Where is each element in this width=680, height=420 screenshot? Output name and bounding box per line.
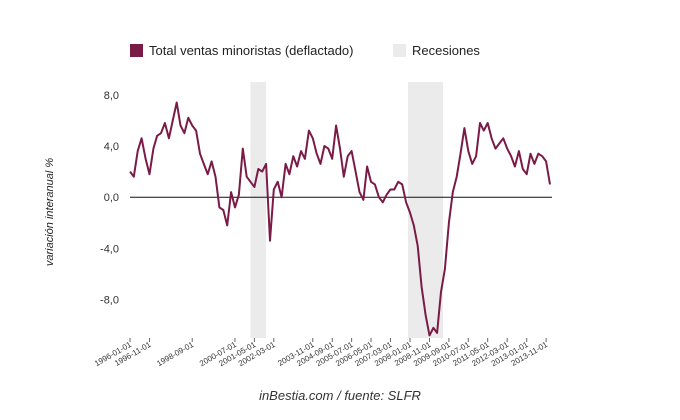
legend: Total ventas minoristas (deflactado) Rec… [130, 43, 480, 58]
source-note: inBestia.com / fuente: SLFR [259, 388, 421, 403]
recession-bands [250, 82, 444, 338]
y-axis: 8,0 4,0 0,0 -4,0 -8,0 [100, 90, 119, 307]
y-tick-label: -8,0 [100, 295, 119, 307]
recession-band-2 [408, 82, 444, 338]
x-tick-label: 1998-09-01 [155, 340, 195, 369]
legend-series-label: Total ventas minoristas (deflactado) [149, 43, 353, 58]
y-axis-label: variación interanual % [44, 158, 56, 266]
legend-recession-label: Recesiones [412, 43, 480, 58]
legend-recession-swatch [393, 44, 406, 57]
series-lines [129, 101, 551, 337]
y-tick-label: 8,0 [104, 90, 119, 102]
recession-band-1 [250, 82, 267, 338]
y-tick-label: 4,0 [104, 141, 119, 153]
legend-series-swatch [130, 44, 143, 57]
y-tick-label: 0,0 [104, 192, 119, 204]
y-tick-label: -4,0 [100, 243, 119, 255]
series-line-1 [129, 101, 551, 337]
